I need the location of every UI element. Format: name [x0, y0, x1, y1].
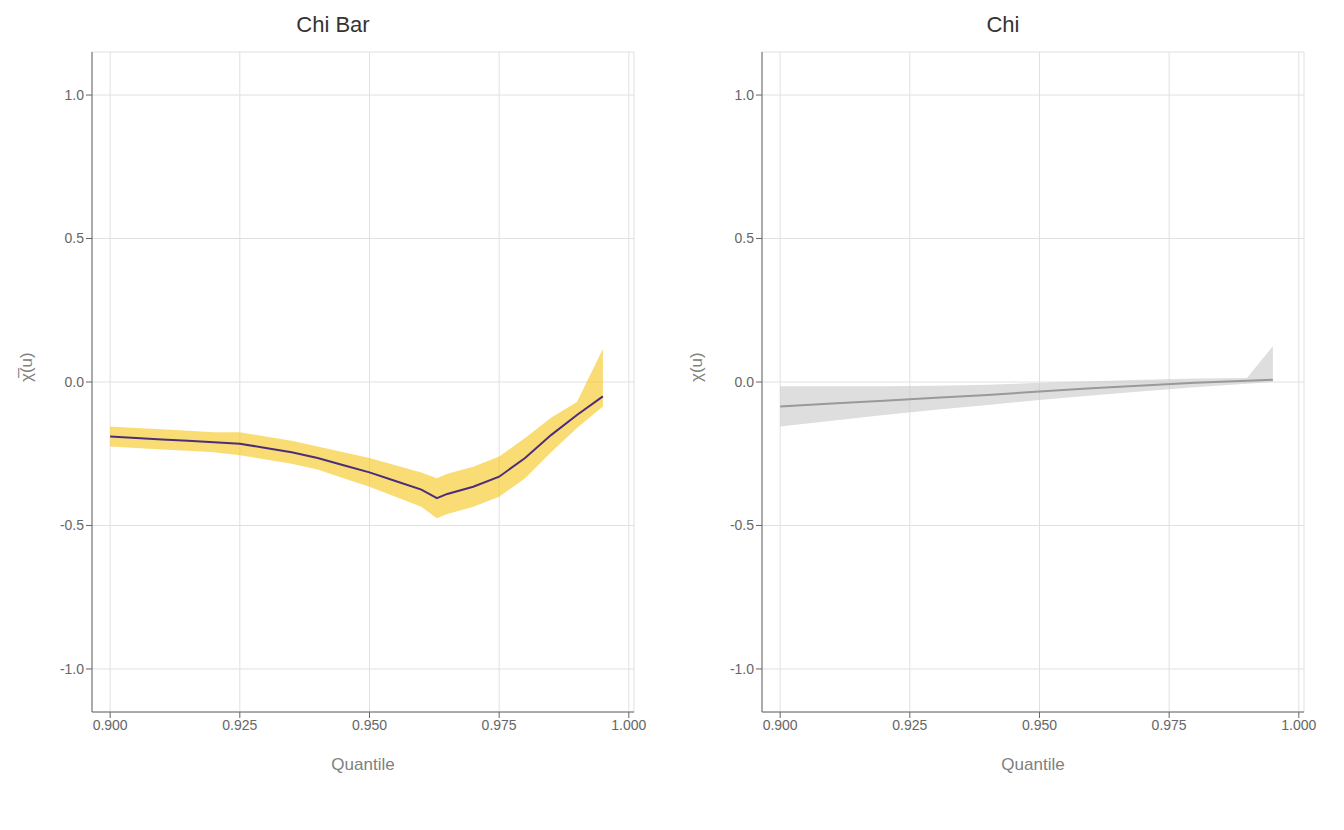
svg-text:χ̅(u): χ̅(u)	[17, 352, 36, 382]
svg-text:0.5: 0.5	[65, 230, 85, 246]
svg-text:0.900: 0.900	[763, 717, 798, 733]
svg-text:1.000: 1.000	[1281, 717, 1316, 733]
svg-text:0.925: 0.925	[892, 717, 927, 733]
svg-text:0.975: 0.975	[482, 717, 517, 733]
svg-text:-1.0: -1.0	[730, 661, 754, 677]
svg-text:1.000: 1.000	[611, 717, 646, 733]
svg-text:-0.5: -0.5	[730, 517, 754, 533]
svg-text:0.950: 0.950	[352, 717, 387, 733]
svg-text:0.950: 0.950	[1022, 717, 1057, 733]
svg-text:Quantile: Quantile	[1001, 755, 1064, 774]
svg-text:Quantile: Quantile	[331, 755, 394, 774]
svg-text:0.5: 0.5	[735, 230, 755, 246]
svg-text:-1.0: -1.0	[60, 661, 84, 677]
svg-text:χ(u): χ(u)	[687, 352, 706, 382]
svg-text:-0.5: -0.5	[60, 517, 84, 533]
svg-text:0.925: 0.925	[222, 717, 257, 733]
svg-text:0.900: 0.900	[93, 717, 128, 733]
svg-text:0.0: 0.0	[735, 374, 755, 390]
svg-text:0.0: 0.0	[65, 374, 85, 390]
svg-text:0.975: 0.975	[1152, 717, 1187, 733]
html-text:Chi Bar: Chi Bar	[296, 12, 370, 37]
svg-text:1.0: 1.0	[65, 87, 85, 103]
html-text:Chi: Chi	[986, 12, 1020, 37]
svg-text:1.0: 1.0	[735, 87, 755, 103]
